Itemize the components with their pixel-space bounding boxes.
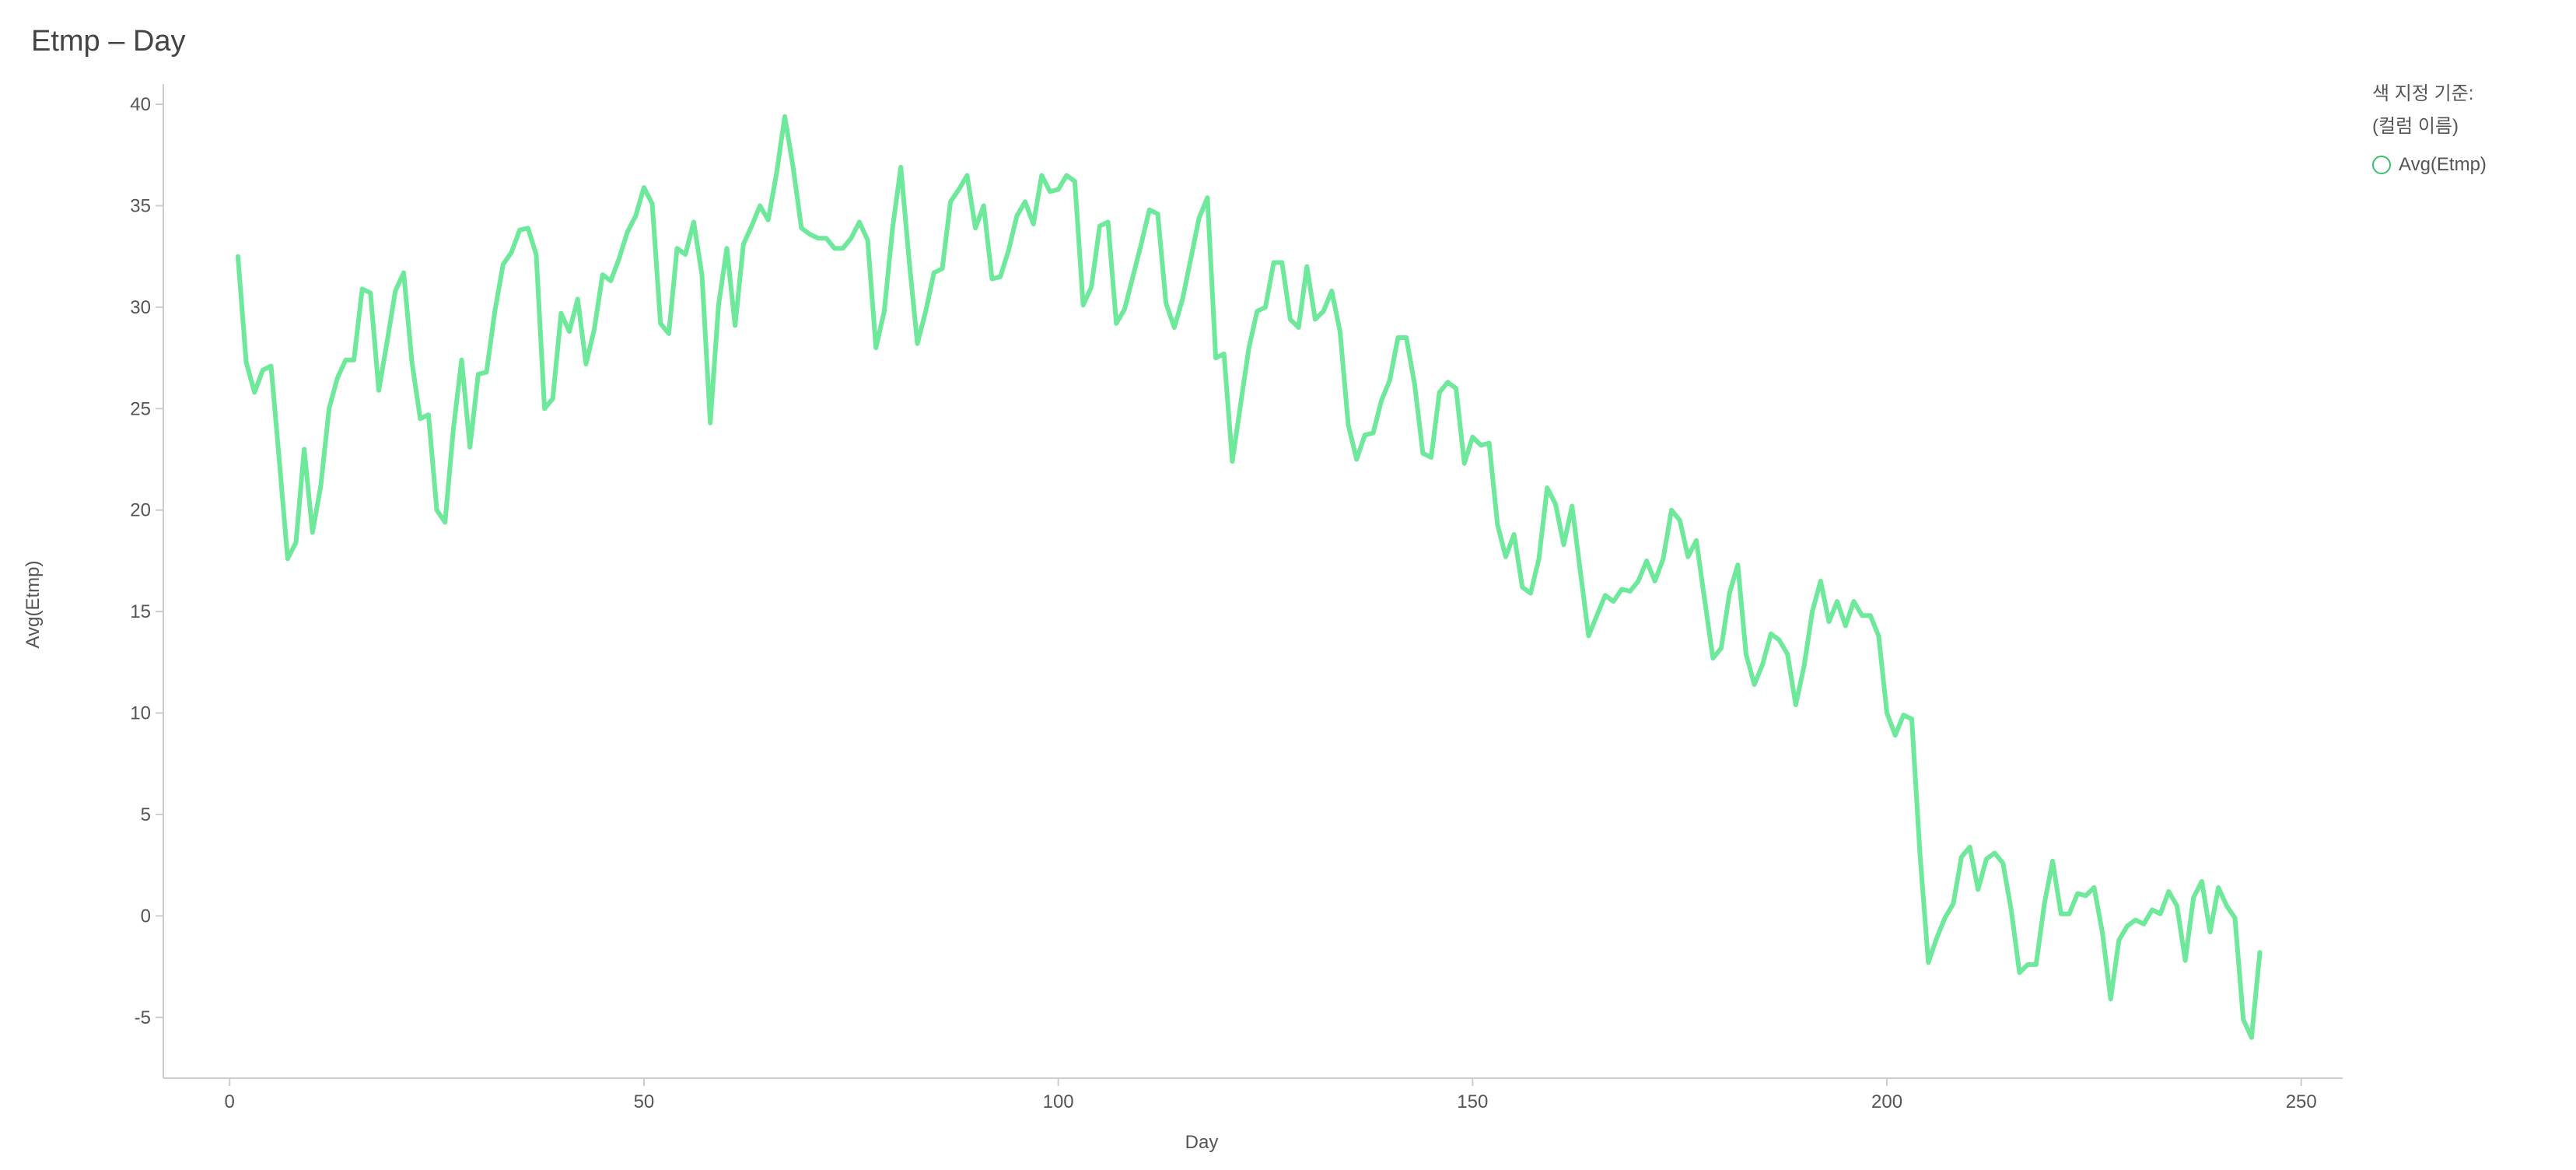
y-tick-label: 30 (130, 297, 151, 318)
y-tick-label: 40 (130, 94, 151, 115)
y-tick-label: 0 (141, 906, 151, 927)
legend[interactable]: 색 지정 기준: (컬럼 이름) Avg(Etmp) (2372, 78, 2487, 176)
x-axis-label: Day (1185, 1132, 1219, 1153)
x-tick-label: 0 (225, 1091, 235, 1112)
x-tick-label: 100 (1043, 1091, 1074, 1112)
legend-item-avg-etmp[interactable]: Avg(Etmp) (2372, 154, 2487, 176)
x-tick-label: 150 (1457, 1091, 1488, 1112)
y-tick-label: 35 (130, 195, 151, 216)
y-tick-label: 25 (130, 398, 151, 419)
legend-item-label: Avg(Etmp) (2399, 154, 2487, 175)
x-tick-label: 50 (634, 1091, 655, 1112)
y-tick-label: 20 (130, 500, 151, 521)
x-tick-label: 250 (2286, 1091, 2317, 1112)
legend-title-line-1: 색 지정 기준: (2372, 83, 2474, 104)
y-tick-label: 5 (141, 804, 151, 825)
series-line-avg-etmp (235, 114, 2263, 1040)
x-tick-label: 200 (1871, 1091, 1902, 1112)
y-tick-label: -5 (135, 1007, 151, 1028)
y-tick-label: 15 (130, 601, 151, 622)
y-tick-label: 10 (130, 703, 151, 724)
chart-title: Etmp – Day (31, 25, 186, 58)
y-axis-label: Avg(Etmp) (23, 561, 44, 649)
legend-swatch (2372, 156, 2391, 174)
legend-title-line-2: (컬럼 이름) (2372, 116, 2459, 137)
